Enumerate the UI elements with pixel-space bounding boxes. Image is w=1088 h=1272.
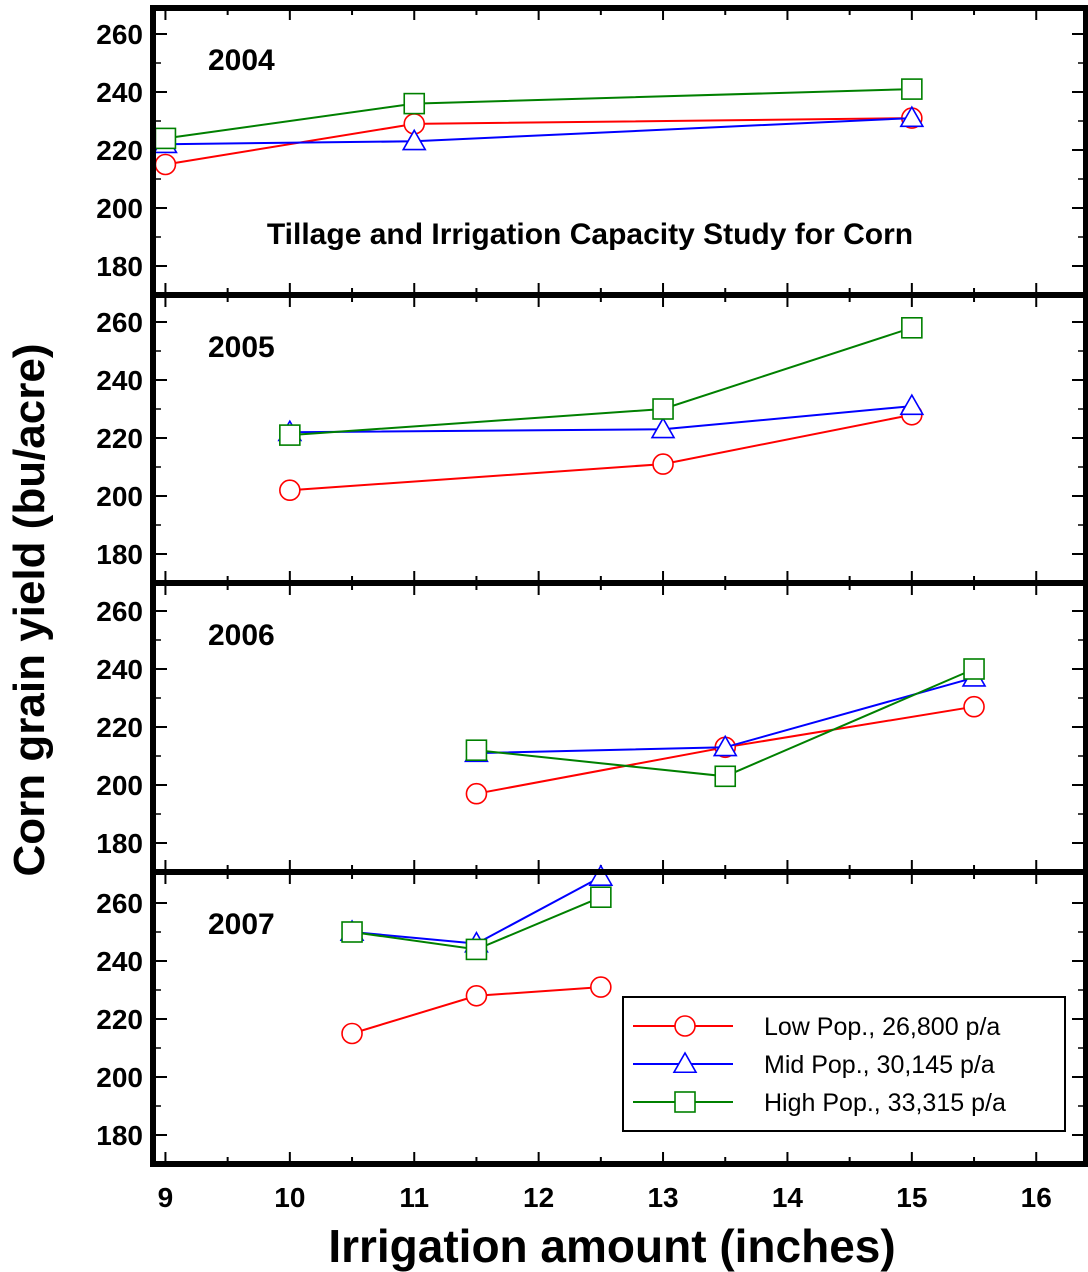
data-point	[963, 695, 985, 718]
x-tick-label: 16	[1021, 1182, 1052, 1213]
panel-2007: 180 200 220 240 260 2007	[96, 864, 1088, 1167]
data-point	[899, 393, 925, 416]
data-point	[901, 78, 923, 100]
series-triangle	[153, 105, 925, 154]
data-point	[652, 398, 674, 420]
panel-frame	[150, 580, 1088, 875]
data-point	[465, 938, 488, 961]
panel-2006: 180 200 220 240 260 2006	[96, 580, 1088, 875]
x-tick-label: 15	[896, 1182, 927, 1213]
data-point	[401, 128, 427, 151]
data-point	[899, 105, 925, 128]
legend-label: Low Pop., 26,800 p/a	[764, 1013, 1000, 1041]
data-point	[154, 153, 177, 176]
panel-year-label: 2007	[208, 908, 275, 941]
chart-title: Tillage and Irrigation Capacity Study fo…	[267, 218, 913, 251]
panel-year-label: 2006	[208, 619, 275, 652]
series-line	[165, 117, 912, 166]
y-tick-label: 260	[96, 19, 143, 50]
series-line	[289, 413, 913, 492]
y-axis-label: Corn grain yield (bu/acre)	[5, 344, 54, 877]
y-tick-label: 200	[96, 481, 143, 512]
data-point	[963, 658, 985, 680]
series-square	[279, 316, 923, 446]
y-tick-label: 240	[96, 365, 143, 396]
series-line	[476, 668, 975, 778]
y-tick-label: 180	[96, 828, 143, 859]
data-point	[465, 782, 488, 805]
data-point	[341, 1022, 363, 1045]
x-tick-label: 14	[772, 1182, 804, 1213]
series-circle	[154, 107, 923, 176]
data-point	[712, 734, 738, 757]
y-tick-label: 220	[96, 423, 143, 454]
panel-2004: 180 200 220 240 260 2004	[96, 5, 1088, 298]
y-tick-label: 200	[96, 193, 143, 224]
series-triangle	[277, 393, 925, 442]
panel-year-label: 2004	[208, 44, 275, 77]
data-point	[588, 864, 614, 886]
y-tick-label: 180	[96, 539, 143, 570]
legend: Low Pop., 26,800 p/a Mid Pop., 30,145 p/a…	[622, 996, 1066, 1132]
y-tick-label: 220	[96, 1004, 143, 1035]
x-tick-label: 12	[523, 1182, 554, 1213]
legend-marker	[674, 1091, 696, 1113]
series-square	[465, 658, 985, 788]
panels-layer: 1802002202402602004180200220240260200518…	[96, 5, 1088, 1213]
data-point	[279, 424, 301, 446]
data-point	[465, 984, 488, 1007]
series-circle	[341, 976, 612, 1045]
y-tick-label: 180	[96, 1120, 143, 1151]
data-point	[650, 416, 676, 439]
legend-marker	[672, 1051, 698, 1074]
series-triangle	[464, 665, 987, 763]
y-tick-label: 240	[96, 654, 143, 685]
data-point	[403, 92, 426, 115]
legend-label: Mid Pop., 30,145 p/a	[764, 1051, 995, 1079]
series-circle	[279, 403, 923, 502]
data-point	[154, 127, 177, 150]
y-tick-label: 200	[96, 770, 143, 801]
x-axis-label: Irrigation amount (inches)	[328, 1220, 895, 1272]
data-point	[465, 739, 488, 762]
data-point	[590, 976, 612, 998]
panel-2005: 180 200 220 240 260 2005	[96, 292, 1088, 586]
data-point	[714, 765, 737, 788]
data-point	[652, 453, 674, 475]
data-point	[901, 316, 923, 339]
legend-label: High Pop., 33,315 p/a	[764, 1089, 1006, 1117]
x-tick-label: 11	[399, 1182, 429, 1213]
y-tick-label: 200	[96, 1062, 143, 1093]
x-tick-label: 10	[274, 1182, 305, 1213]
legend-marker	[674, 1015, 696, 1037]
y-tick-label: 260	[96, 307, 143, 338]
x-tick-label: 13	[647, 1182, 678, 1213]
y-tick-label: 260	[96, 888, 143, 919]
y-tick-label: 220	[96, 712, 143, 743]
y-tick-label: 180	[96, 251, 143, 282]
series-line	[289, 326, 913, 437]
data-point	[279, 479, 301, 502]
y-tick-label: 240	[96, 946, 143, 977]
data-point	[590, 886, 612, 909]
y-tick-label: 260	[96, 596, 143, 627]
y-tick-label: 220	[96, 135, 143, 166]
series-line	[165, 88, 912, 140]
data-point	[341, 921, 363, 943]
panel-frame	[150, 5, 1088, 298]
series-square	[154, 78, 923, 150]
panel-frame	[150, 869, 1088, 1167]
panel-year-label: 2005	[208, 331, 275, 364]
series-square	[341, 886, 612, 961]
y-tick-label: 240	[96, 77, 143, 108]
x-tick-label: 9	[158, 1182, 174, 1213]
